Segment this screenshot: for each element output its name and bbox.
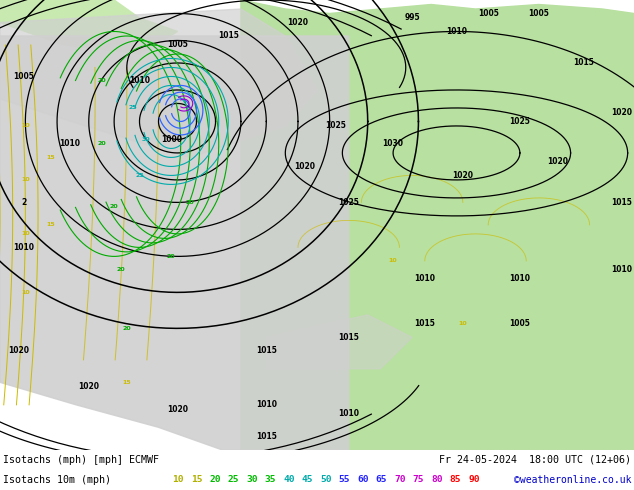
Text: 20: 20 — [97, 142, 106, 147]
Text: 10: 10 — [458, 321, 467, 326]
Text: 1020: 1020 — [167, 405, 188, 414]
Text: 50: 50 — [320, 475, 332, 485]
Text: 1010: 1010 — [446, 27, 467, 36]
Text: 15: 15 — [122, 380, 131, 385]
Text: Isotachs 10m (mph): Isotachs 10m (mph) — [3, 475, 111, 485]
Text: 20: 20 — [97, 78, 106, 83]
Text: 995: 995 — [404, 14, 420, 23]
Text: 25: 25 — [228, 475, 239, 485]
Text: ©weatheronline.co.uk: ©weatheronline.co.uk — [514, 475, 631, 485]
Text: 10: 10 — [21, 290, 30, 295]
Text: 65: 65 — [376, 475, 387, 485]
Text: 85: 85 — [450, 475, 462, 485]
Text: 1020: 1020 — [294, 162, 315, 171]
Text: 1000: 1000 — [160, 135, 182, 144]
Text: 1005: 1005 — [478, 9, 498, 18]
Text: 10: 10 — [172, 475, 184, 485]
Text: 1010: 1010 — [13, 243, 35, 252]
Text: 1010: 1010 — [256, 400, 277, 409]
Text: 1015: 1015 — [573, 58, 593, 68]
Text: Isotachs (mph) [mph] ECMWF: Isotachs (mph) [mph] ECMWF — [3, 455, 159, 465]
Text: 10: 10 — [21, 123, 30, 128]
Text: 30: 30 — [246, 475, 258, 485]
Polygon shape — [0, 36, 349, 450]
Text: 2: 2 — [22, 198, 27, 207]
Text: 1005: 1005 — [510, 319, 530, 328]
Text: 35: 35 — [265, 475, 276, 485]
Text: 1025: 1025 — [510, 117, 530, 126]
Text: 1020: 1020 — [452, 171, 474, 180]
Text: 80: 80 — [431, 475, 443, 485]
Text: 20: 20 — [209, 475, 221, 485]
Text: 1025: 1025 — [326, 122, 346, 130]
Text: 30: 30 — [141, 137, 150, 142]
Text: 15: 15 — [46, 155, 55, 160]
Text: 20: 20 — [116, 268, 125, 272]
Text: 1010: 1010 — [611, 266, 632, 274]
Polygon shape — [0, 9, 317, 157]
Text: 1005: 1005 — [167, 41, 188, 49]
Text: 1020: 1020 — [78, 382, 100, 392]
Text: 1010: 1010 — [59, 140, 81, 148]
Text: 1010: 1010 — [414, 274, 436, 283]
Text: 25: 25 — [129, 105, 138, 110]
Text: 1015: 1015 — [611, 198, 631, 207]
Text: 55: 55 — [339, 475, 350, 485]
Text: 15: 15 — [46, 222, 55, 227]
Text: 75: 75 — [413, 475, 424, 485]
Text: 70: 70 — [394, 475, 406, 485]
Text: 1005: 1005 — [529, 9, 549, 18]
Text: 60: 60 — [357, 475, 369, 485]
Text: 1020: 1020 — [611, 108, 632, 117]
Text: 40: 40 — [283, 475, 295, 485]
Text: 45: 45 — [302, 475, 313, 485]
Text: 10: 10 — [21, 177, 30, 182]
Polygon shape — [0, 0, 178, 54]
Text: 25: 25 — [135, 173, 144, 178]
Polygon shape — [241, 0, 634, 450]
Text: 1015: 1015 — [339, 333, 359, 342]
Text: 10: 10 — [21, 231, 30, 236]
Text: 20: 20 — [167, 254, 176, 259]
Text: 1020: 1020 — [287, 18, 309, 27]
Text: 1020: 1020 — [547, 157, 569, 167]
Text: 20: 20 — [186, 200, 195, 205]
Text: 20: 20 — [110, 204, 119, 209]
Text: 1015: 1015 — [415, 319, 435, 328]
Text: 10: 10 — [389, 258, 398, 264]
Text: 1030: 1030 — [382, 140, 404, 148]
Text: 1015: 1015 — [256, 346, 276, 355]
Text: 1005: 1005 — [14, 72, 34, 81]
Text: Fr 24-05-2024  18:00 UTC (12+06): Fr 24-05-2024 18:00 UTC (12+06) — [439, 455, 631, 465]
Text: 1010: 1010 — [338, 409, 359, 418]
Text: 1010: 1010 — [509, 274, 531, 283]
Text: 1010: 1010 — [129, 76, 150, 85]
Text: 20: 20 — [122, 326, 131, 331]
Text: 1015: 1015 — [218, 31, 238, 41]
Text: 1020: 1020 — [8, 346, 30, 355]
Polygon shape — [266, 315, 412, 369]
Text: 15: 15 — [191, 475, 202, 485]
Text: 90: 90 — [469, 475, 480, 485]
Text: 1025: 1025 — [339, 198, 359, 207]
Text: 1015: 1015 — [256, 432, 276, 441]
